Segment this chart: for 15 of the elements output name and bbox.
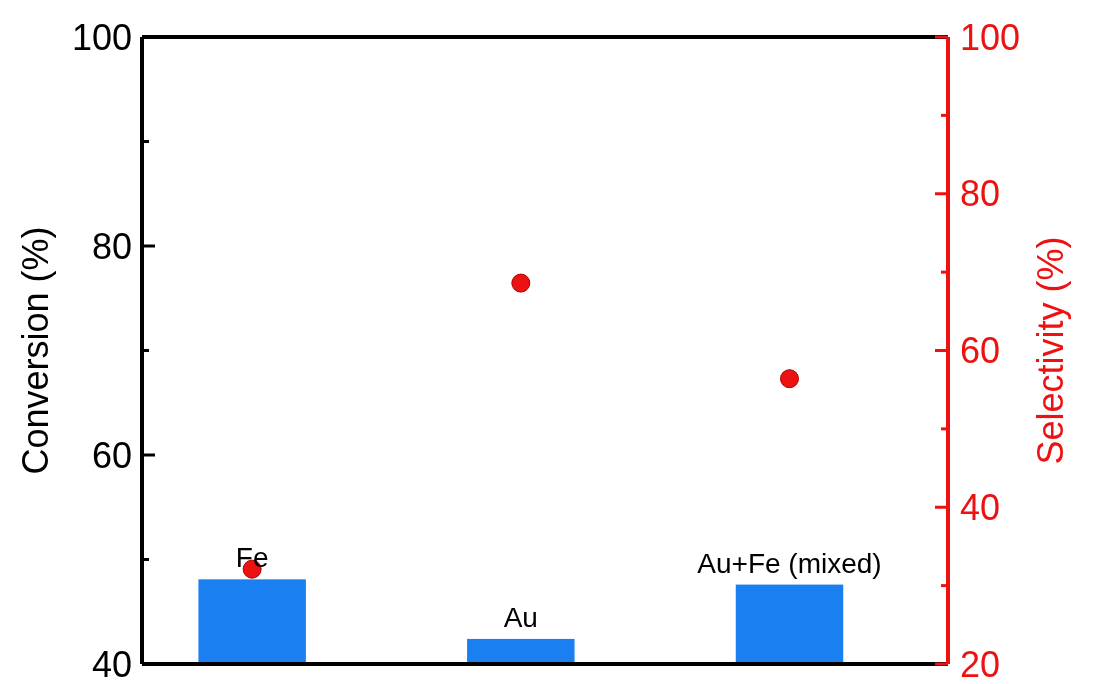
y-tick-label: 60 <box>91 434 132 476</box>
x-tick-label: Au <box>503 601 538 633</box>
y-tick-label: 40 <box>91 643 132 684</box>
y2-tick-label: 100 <box>960 16 1021 58</box>
y-tick-label: 80 <box>91 225 132 267</box>
x-tick-label: Au+Fe (mixed) <box>697 547 882 579</box>
y2-tick-label: 20 <box>960 643 1001 684</box>
point <box>511 273 531 293</box>
y-tick-label: 100 <box>71 16 132 58</box>
y2-tick-label: 40 <box>960 486 1001 528</box>
y2-axis-title: Selectivity (%) <box>1030 236 1071 465</box>
y-axis-title: Conversion (%) <box>15 226 56 475</box>
y2-tick-label: 80 <box>960 173 1001 215</box>
y2-tick-label: 60 <box>960 330 1001 372</box>
point <box>779 369 799 389</box>
